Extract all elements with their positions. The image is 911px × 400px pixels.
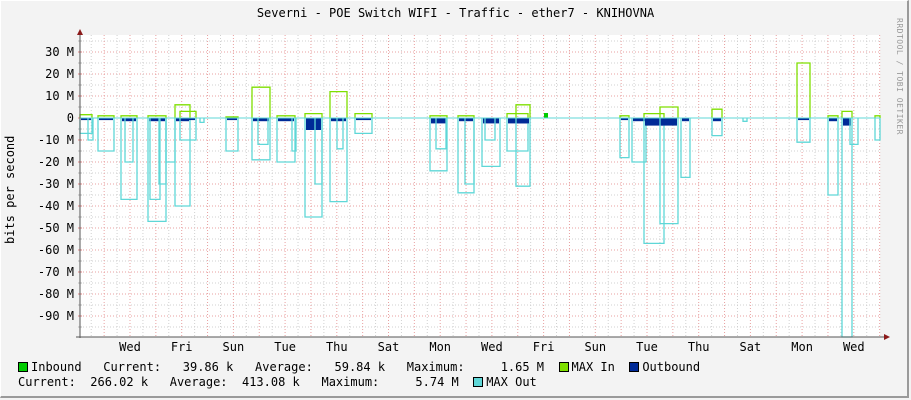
svg-text:-60 M: -60 M [38, 243, 74, 257]
svg-text:30 M: 30 M [45, 45, 74, 59]
legend-row-2: Current: 266.02 k Average: 413.08 k Maxi… [18, 375, 537, 389]
inbound-current: 39.86 k [182, 360, 234, 374]
max-in-label: MAX In [571, 360, 615, 374]
y-axis-arrow-icon [77, 29, 83, 35]
svg-text:Fri: Fri [533, 340, 555, 354]
svg-text:Mon: Mon [429, 340, 451, 354]
svg-text:Tue: Tue [636, 340, 658, 354]
svg-text:-80 M: -80 M [38, 287, 74, 301]
outbound-label: Outbound [642, 360, 701, 374]
svg-text:-10 M: -10 M [38, 133, 74, 147]
chart-title: Severni - POE Switch WIFI - Traffic - et… [256, 6, 655, 20]
svg-text:0: 0 [67, 111, 74, 125]
svg-text:-40 M: -40 M [38, 199, 74, 213]
svg-text:Sun: Sun [223, 340, 245, 354]
svg-text:-70 M: -70 M [38, 265, 74, 279]
x-tick-labels: Wed Fri Sun Tue Thu Sat Mon Wed Fri Sun Tue Thu Sat M… [119, 340, 864, 354]
svg-text:-20 M: -20 M [38, 155, 74, 169]
svg-text:Wed: Wed [481, 340, 503, 354]
svg-text:Sat: Sat [378, 340, 400, 354]
outbound-maximum: 5.74 M [415, 375, 459, 389]
svg-text:10 M: 10 M [45, 89, 74, 103]
svg-text:Thu: Thu [688, 340, 710, 354]
svg-text:Wed: Wed [843, 340, 865, 354]
svg-text:-90 M: -90 M [38, 309, 74, 323]
svg-text:-50 M: -50 M [38, 221, 74, 235]
svg-text:-30 M: -30 M [38, 177, 74, 191]
svg-text:Sun: Sun [584, 340, 606, 354]
max-out-swatch-icon [473, 377, 484, 387]
inbound-average: 59.84 k [334, 360, 386, 374]
outbound-average: 413.08 k [241, 375, 300, 389]
outbound-swatch-icon [629, 362, 640, 372]
x-axis-arrow-icon [884, 334, 890, 340]
svg-text:20 M: 20 M [45, 67, 74, 81]
inbound-label: Inbound [31, 360, 82, 374]
svg-text:Thu: Thu [326, 340, 348, 354]
max-out-label: MAX Out [486, 375, 537, 389]
y-tick-labels: 30 M 20 M 10 M 0 -10 M -20 M -30 M -40 M -50 M -6… [38, 45, 74, 323]
svg-text:Wed: Wed [119, 340, 141, 354]
inbound-maximum: 1.65 M [500, 360, 545, 374]
max-in-swatch-icon [558, 362, 569, 372]
svg-text:Tue: Tue [274, 340, 296, 354]
rrdtool-watermark: RRDTOOL / TOBI OETIKER [895, 18, 904, 135]
outbound-current: 266.02 k [90, 375, 149, 389]
legend-row-1: Inbound Current: 39.86 k Average: 59.84 … [18, 360, 700, 374]
svg-text:Mon: Mon [791, 340, 813, 354]
plot-area [80, 35, 880, 337]
inbound-swatch-icon [18, 362, 28, 372]
grid-lines [78, 35, 881, 337]
svg-text:Fri: Fri [171, 340, 193, 354]
svg-text:Sat: Sat [740, 340, 762, 354]
series-lines [79, 62, 881, 338]
